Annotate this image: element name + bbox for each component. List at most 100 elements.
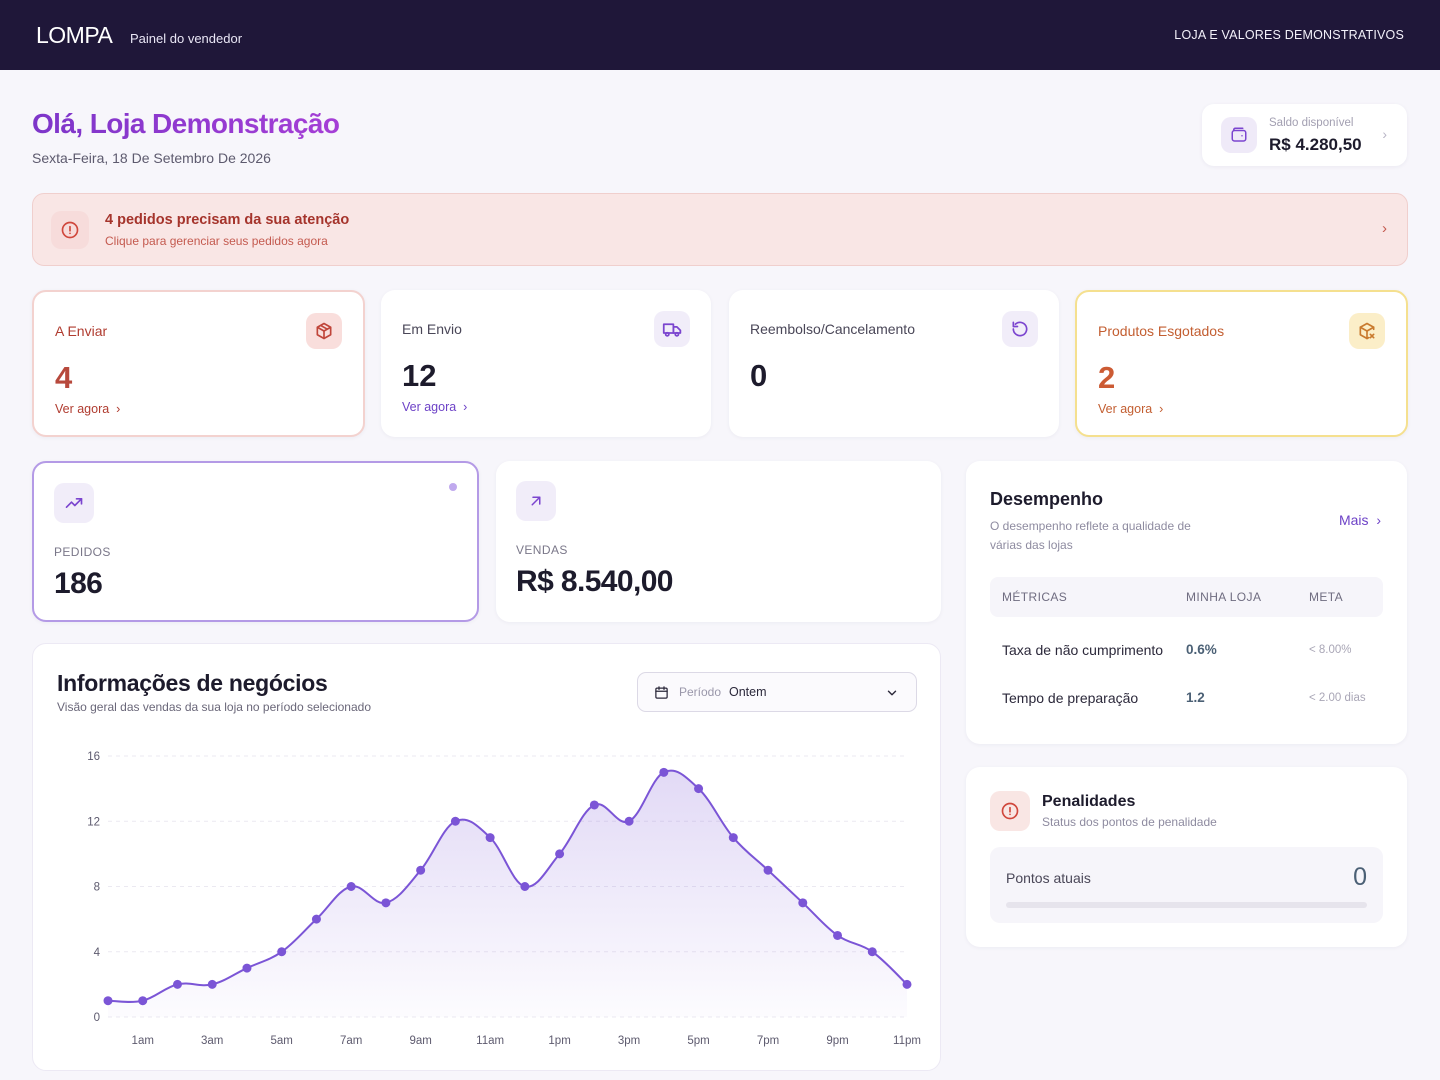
business-title: Informações de negócios [57, 670, 328, 696]
active-indicator-dot [449, 483, 457, 491]
y-tick-label: 4 [94, 947, 101, 959]
data-point [450, 816, 460, 826]
store-label[interactable]: LOJA E VALORES DEMONSTRATIVOS [1174, 28, 1404, 42]
wallet-icon [1221, 117, 1257, 153]
period-select[interactable]: Período Ontem [637, 672, 917, 712]
data-point [798, 898, 808, 908]
period-value: Ontem [729, 685, 767, 699]
penalties-subtitle: Status dos pontos de penalidade [1042, 815, 1217, 829]
stat-value: 2 [1098, 360, 1116, 395]
truck-icon [654, 311, 690, 347]
stat-label: A Enviar [55, 323, 108, 339]
brand-subtitle: Painel do vendedor [130, 31, 243, 46]
period-label: Período [679, 685, 722, 699]
kpi-card-orders[interactable]: PEDIDOS 186 [32, 461, 479, 622]
alert-circle-icon [51, 211, 89, 249]
data-point [694, 784, 704, 794]
x-tick-label: 7am [340, 1035, 362, 1047]
data-point [867, 947, 877, 957]
data-point [346, 882, 356, 891]
data-point [172, 979, 182, 989]
chevron-down-icon [885, 686, 899, 705]
data-point [763, 865, 773, 875]
x-tick-label: 1am [132, 1035, 154, 1047]
business-subtitle: Visão geral das vendas da sua loja no pe… [57, 700, 372, 714]
metrics-table-header: MÉTRICAS MINHA LOJA META [990, 577, 1383, 617]
metric-name: Tempo de preparação [1002, 690, 1139, 706]
penalties-card: Penalidades Status dos pontos de penalid… [966, 767, 1407, 947]
package-icon [306, 313, 342, 349]
data-point [659, 767, 669, 777]
x-tick-label: 3am [201, 1035, 223, 1047]
penalties-title: Penalidades [1042, 793, 1136, 810]
stat-card-shipping[interactable]: Em Envio 12 Ver agora › [381, 290, 711, 437]
data-point [277, 947, 287, 957]
x-tick-label: 5pm [687, 1035, 709, 1047]
column-header: MINHA LOJA [1186, 590, 1262, 604]
view-now-link[interactable]: Ver agora › [402, 400, 468, 414]
stat-label: Produtos Esgotados [1098, 323, 1225, 339]
view-now-link[interactable]: Ver agora › [1098, 402, 1164, 416]
column-header: META [1309, 590, 1344, 604]
package-x-icon [1349, 313, 1385, 349]
points-value: 0 [1353, 863, 1367, 891]
data-point [902, 979, 912, 989]
view-now-link[interactable]: Ver agora › [55, 402, 121, 416]
data-point [207, 979, 217, 989]
data-point [311, 914, 321, 924]
alert-subtitle: Clique para gerenciar seus pedidos agora [105, 234, 328, 248]
points-label: Pontos atuais [1006, 870, 1091, 886]
performance-title: Desempenho [990, 489, 1104, 509]
column-header: MÉTRICAS [1002, 590, 1068, 604]
trending-up-icon [54, 483, 94, 523]
kpi-value: R$ 8.540,00 [516, 565, 673, 598]
data-point [138, 996, 148, 1006]
metric-goal: < 8.00% [1309, 644, 1352, 656]
x-tick-label: 1pm [548, 1035, 570, 1047]
metric-value: 1.2 [1186, 690, 1205, 705]
y-tick-label: 0 [94, 1012, 100, 1024]
x-tick-label: 11pm [893, 1035, 921, 1047]
data-point [589, 800, 599, 810]
more-link[interactable]: Mais › [1338, 512, 1381, 528]
stat-card-out-of-stock[interactable]: Produtos Esgotados 2 Ver agora › [1075, 290, 1408, 437]
data-point [624, 816, 634, 826]
data-point [416, 865, 426, 875]
data-point [485, 833, 495, 843]
stat-card-refund[interactable]: Reembolso/Cancelamento 0 [729, 290, 1059, 437]
kpi-card-sales[interactable]: VENDAS R$ 8.540,00 [496, 461, 941, 622]
metric-name: Taxa de não cumprimento [1002, 642, 1164, 658]
kpi-value: 186 [54, 567, 103, 600]
chevron-right-icon: › [1382, 126, 1387, 142]
orders-alert-banner[interactable]: 4 pedidos precisam da sua atenção Clique… [32, 193, 1408, 266]
sales-line-chart: 0 4 8 12 16 1am 3am 5am 7am 9am 11am 1pm 3pm 5pm 7pm 9p… [87, 751, 921, 1047]
metric-value: 0.6% [1186, 642, 1217, 657]
refresh-icon [1002, 311, 1038, 347]
y-tick-label: 12 [87, 816, 100, 828]
stat-value: 12 [402, 358, 437, 393]
current-date: Sexta-Feira, 18 De Setembro De 2026 [32, 150, 271, 166]
data-point [520, 882, 530, 891]
metric-goal: < 2.00 dias [1309, 692, 1366, 704]
stat-value: 4 [55, 360, 73, 395]
x-tick-label: 5am [271, 1035, 293, 1047]
penalty-points-box: Pontos atuais 0 [990, 847, 1383, 923]
x-tick-label: 3pm [618, 1035, 640, 1047]
data-point [555, 849, 565, 859]
kpi-label: PEDIDOS [54, 545, 111, 559]
kpi-label: VENDAS [516, 543, 568, 557]
brand-logo[interactable]: LOMPA [36, 22, 113, 48]
balance-label: Saldo disponível [1269, 117, 1354, 129]
stat-card-to-ship[interactable]: A Enviar 4 Ver agora › [32, 290, 365, 437]
balance-card[interactable]: Saldo disponível R$ 4.280,50 › [1202, 104, 1407, 166]
y-tick-label: 8 [94, 882, 100, 894]
arrow-up-right-icon [516, 481, 556, 521]
chevron-right-icon: › [1382, 220, 1387, 237]
x-tick-label: 9pm [826, 1035, 848, 1047]
x-tick-label: 7pm [757, 1035, 779, 1047]
calendar-icon [654, 685, 669, 705]
performance-description: O desempenho reflete a qualidade de vári… [990, 519, 1191, 552]
data-point [103, 996, 113, 1006]
stat-value: 0 [750, 358, 768, 393]
performance-card: Desempenho O desempenho reflete a qualid… [966, 461, 1407, 744]
